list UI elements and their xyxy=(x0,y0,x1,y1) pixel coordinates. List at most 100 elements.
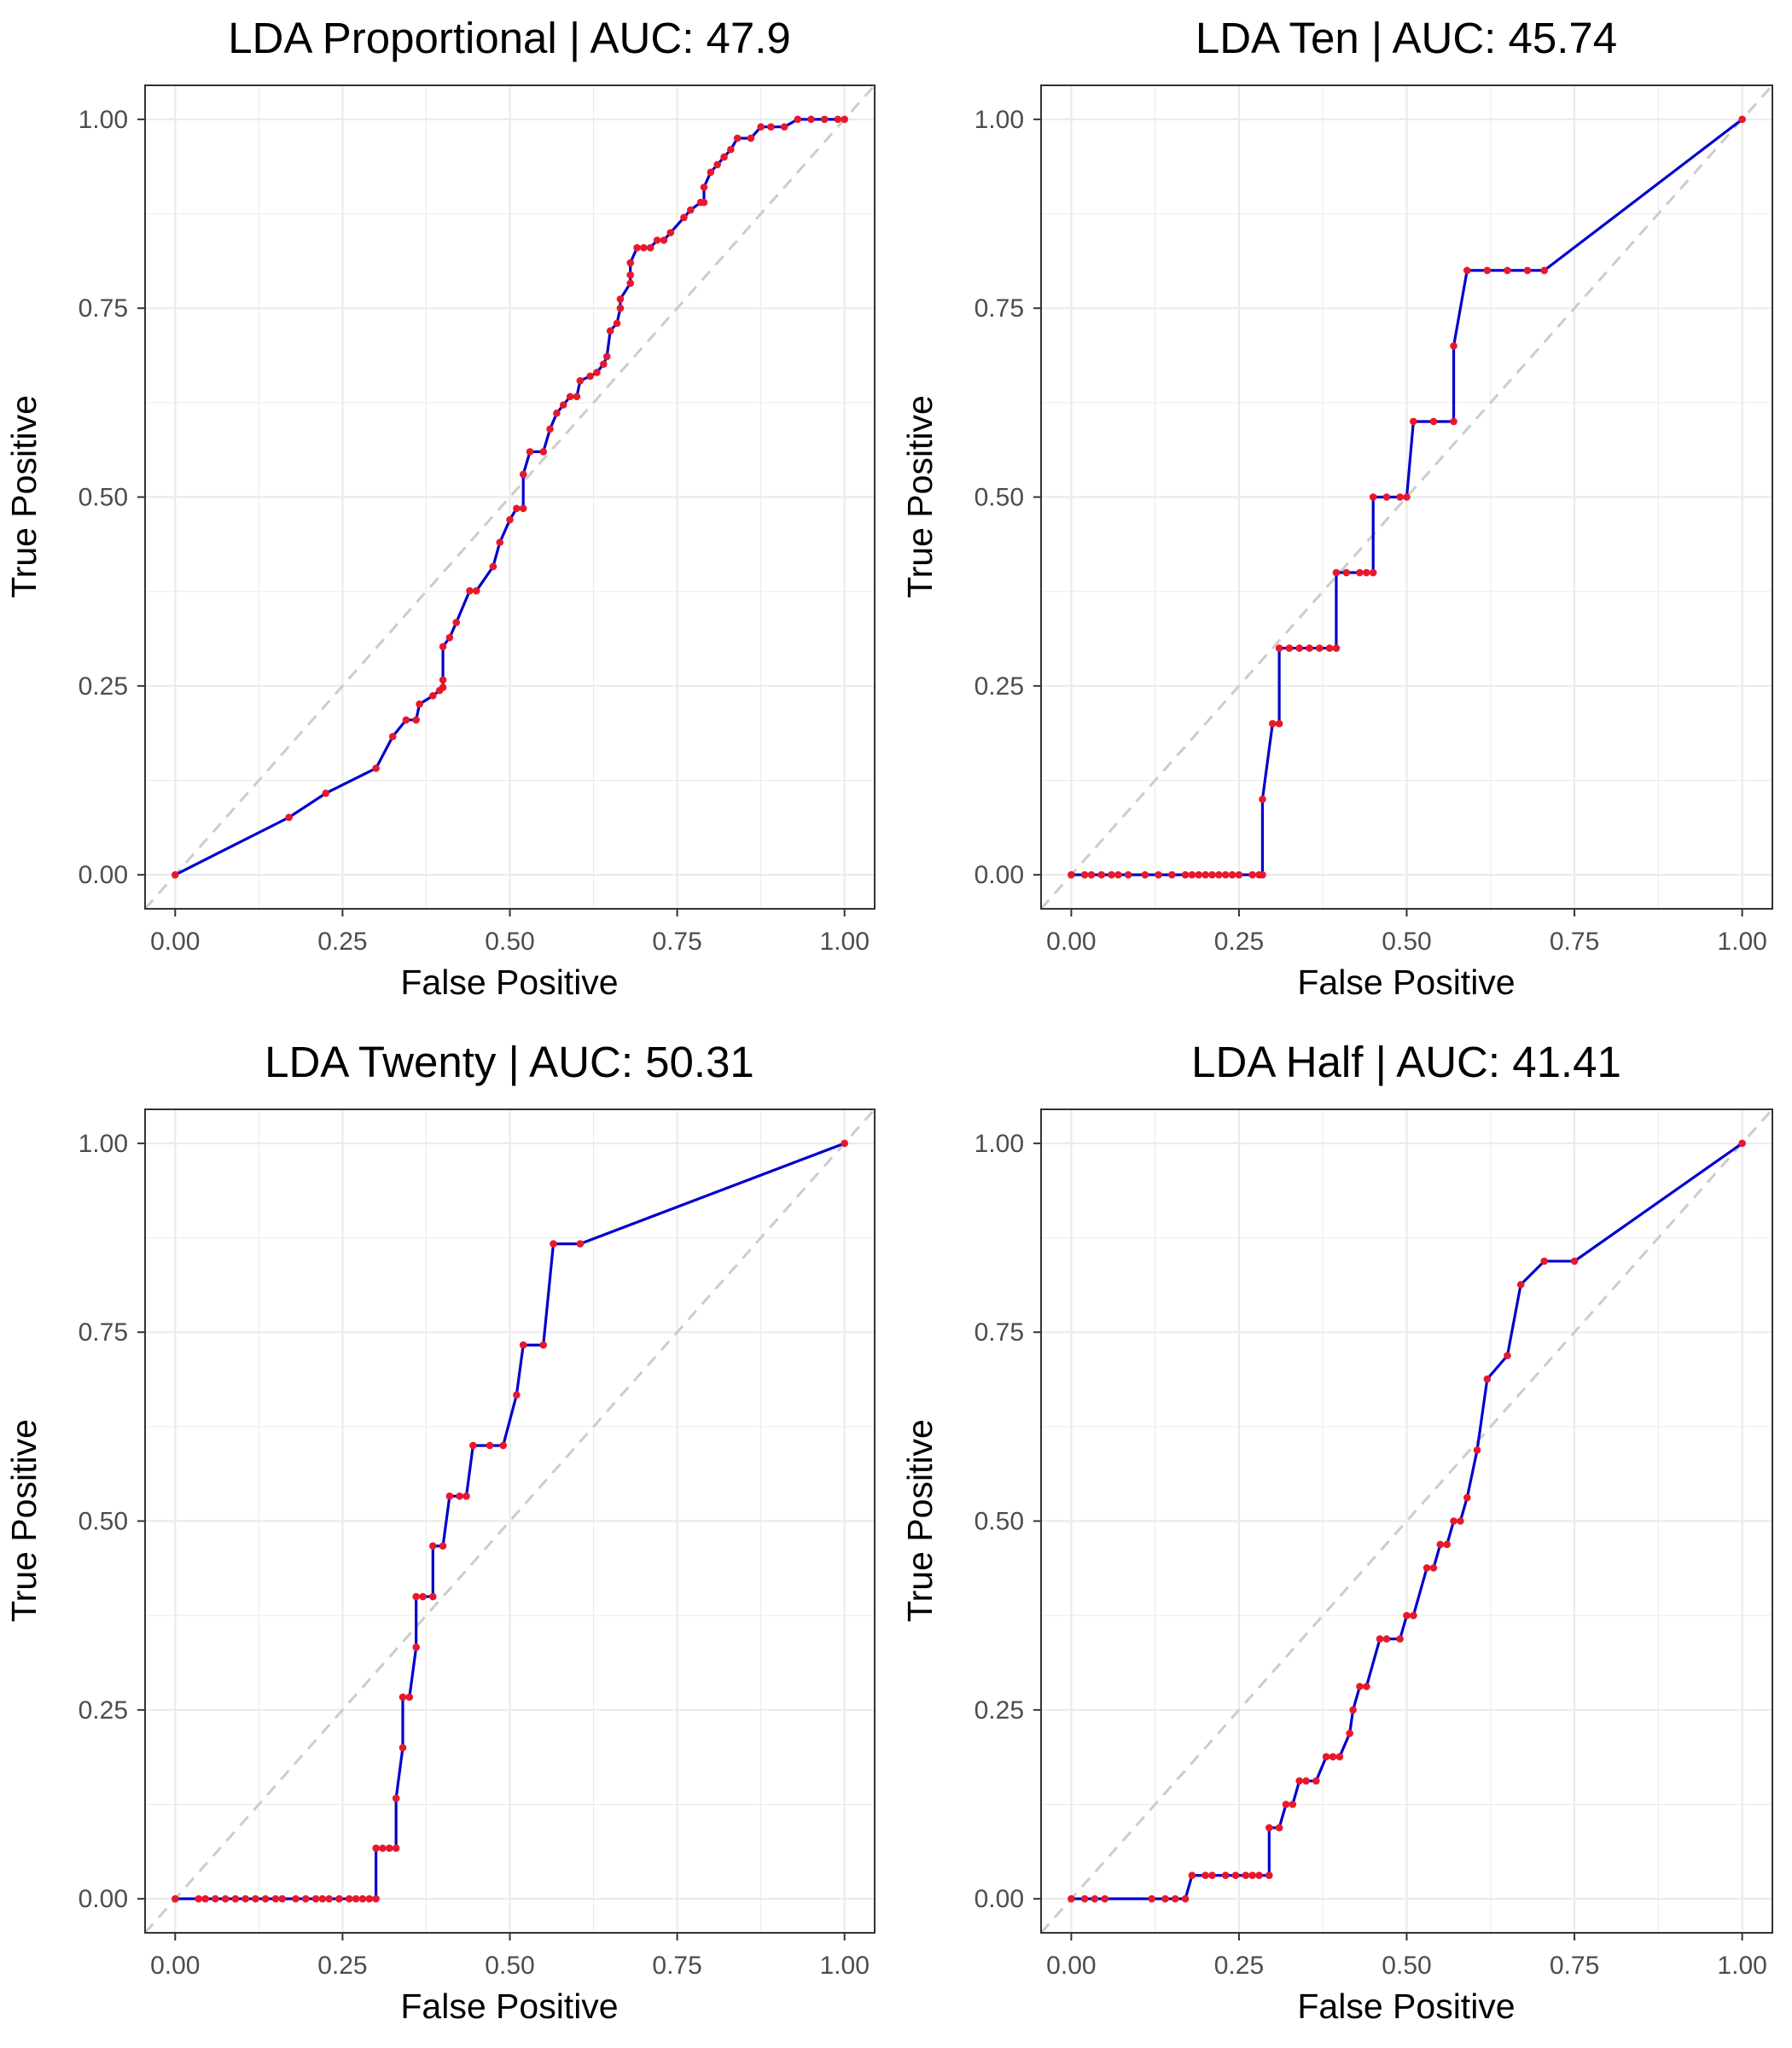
roc-point xyxy=(1570,1257,1579,1265)
roc-point xyxy=(1215,870,1223,879)
roc-point xyxy=(576,376,585,385)
roc-point xyxy=(261,1894,270,1903)
roc-points xyxy=(1068,1139,1746,1903)
y-axis-title: True Positive xyxy=(900,395,940,598)
y-tick-label: 0.00 xyxy=(975,861,1024,889)
roc-point xyxy=(1231,1871,1240,1880)
roc-point xyxy=(399,1743,407,1752)
roc-point xyxy=(1457,1517,1464,1525)
roc-point xyxy=(372,765,380,772)
roc-point xyxy=(412,1592,420,1601)
roc-point xyxy=(1161,1894,1169,1903)
roc-point xyxy=(539,1341,548,1349)
roc-point xyxy=(1396,493,1404,501)
roc-point xyxy=(660,236,668,244)
roc-point xyxy=(1450,1517,1457,1525)
roc-point xyxy=(1342,568,1351,577)
roc-point xyxy=(1312,1777,1320,1785)
roc-point xyxy=(285,813,293,822)
roc-point xyxy=(727,145,735,154)
x-tick-label: 0.75 xyxy=(652,1952,701,1980)
roc-point xyxy=(1483,266,1492,275)
roc-point xyxy=(301,1894,310,1903)
x-tick-label: 0.25 xyxy=(1214,1952,1264,1980)
roc-point xyxy=(616,295,625,303)
x-axis-title: False Positive xyxy=(1297,963,1515,1002)
roc-point xyxy=(757,123,765,131)
roc-point xyxy=(1068,870,1075,879)
roc-point xyxy=(271,1894,280,1903)
x-tick-label: 0.50 xyxy=(1382,928,1431,956)
roc-point xyxy=(1516,1281,1525,1289)
roc-point xyxy=(1738,1139,1746,1148)
roc-point xyxy=(519,470,527,479)
roc-point xyxy=(402,716,410,724)
x-tick-label: 0.25 xyxy=(1214,928,1264,956)
roc-point xyxy=(445,633,454,642)
roc-point xyxy=(546,425,554,433)
roc-point xyxy=(1201,870,1209,879)
roc-point xyxy=(379,1844,387,1853)
roc-point xyxy=(439,676,447,684)
roc-point xyxy=(1429,1564,1438,1572)
roc-point xyxy=(1181,870,1190,879)
roc-point xyxy=(405,1693,414,1702)
roc-point xyxy=(1346,1729,1353,1737)
roc-point xyxy=(1738,115,1746,124)
grid xyxy=(145,85,875,909)
roc-points xyxy=(171,1139,849,1903)
roc-point xyxy=(1429,417,1438,426)
y-tick-label: 0.50 xyxy=(79,1508,128,1536)
roc-point xyxy=(365,1894,374,1903)
roc-point xyxy=(1242,1871,1250,1880)
roc-point xyxy=(445,1492,454,1500)
roc-point xyxy=(506,515,514,524)
roc-point xyxy=(586,372,594,381)
roc-point xyxy=(1208,1871,1216,1880)
roc-point xyxy=(1265,1824,1273,1832)
panel-title: LDA Half | AUC: 41.41 xyxy=(1191,1038,1621,1086)
roc-point xyxy=(626,279,634,288)
roc-point xyxy=(1285,644,1294,652)
roc-point xyxy=(439,1542,447,1551)
roc-point xyxy=(463,1492,470,1500)
roc-point xyxy=(412,1644,420,1651)
roc-point xyxy=(1265,1871,1273,1880)
roc-point xyxy=(1302,1777,1310,1785)
y-tick-label: 0.00 xyxy=(79,861,128,889)
roc-point xyxy=(1369,493,1377,501)
roc-point xyxy=(1221,1871,1230,1880)
roc-point xyxy=(416,700,423,708)
roc-point xyxy=(794,115,802,124)
y-axis-title: True Positive xyxy=(900,1419,940,1622)
grid xyxy=(145,1109,875,1933)
roc-point xyxy=(593,369,601,376)
roc-point xyxy=(439,684,447,691)
roc-point xyxy=(252,1894,259,1903)
roc-point xyxy=(1295,644,1304,652)
roc-point xyxy=(352,1894,360,1903)
roc-point xyxy=(1349,1706,1357,1714)
roc-point xyxy=(519,1341,527,1349)
roc-point xyxy=(1259,870,1266,879)
x-tick-label: 0.50 xyxy=(1382,1952,1431,1980)
x-axis-title: False Positive xyxy=(400,1987,618,2026)
y-tick-label: 0.50 xyxy=(975,1508,1024,1536)
roc-point xyxy=(1504,266,1511,275)
roc-point xyxy=(566,393,574,401)
roc-point xyxy=(780,123,788,131)
roc-point xyxy=(428,1592,437,1601)
y-tick-label: 0.75 xyxy=(975,1318,1024,1347)
roc-point xyxy=(472,586,480,595)
roc-point xyxy=(469,1441,477,1450)
roc-point xyxy=(606,327,614,335)
roc-point xyxy=(700,198,708,207)
roc-point xyxy=(1436,1540,1445,1549)
roc-point xyxy=(733,134,742,143)
roc-point xyxy=(576,1240,585,1248)
roc-point xyxy=(456,1492,463,1500)
roc-point xyxy=(439,643,447,651)
roc-point xyxy=(646,244,655,252)
roc-point xyxy=(1410,417,1417,426)
